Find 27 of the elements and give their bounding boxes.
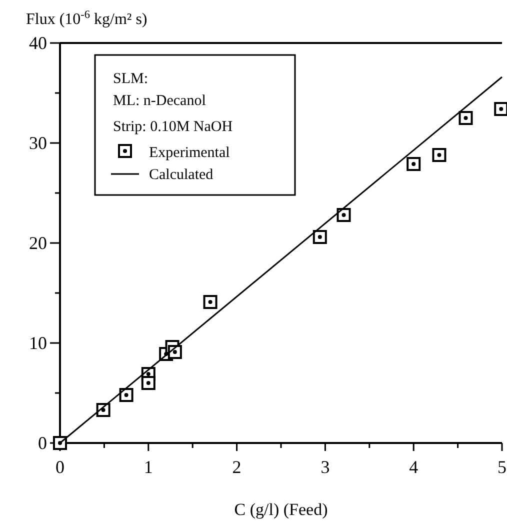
x-tick-label: 1 bbox=[144, 457, 153, 477]
x-tick-label: 5 bbox=[498, 457, 506, 477]
point bbox=[406, 157, 421, 171]
x-tick-label: 4 bbox=[409, 457, 418, 477]
x-tick-label: 3 bbox=[320, 457, 330, 477]
y-tick-label: 20 bbox=[29, 233, 47, 253]
x-tick-label: 0 bbox=[56, 457, 64, 477]
y-tick-label: 30 bbox=[29, 133, 47, 153]
legend-title: SLM: bbox=[113, 71, 148, 87]
y-tick-label: 40 bbox=[29, 33, 47, 53]
point bbox=[203, 295, 218, 309]
point bbox=[458, 111, 473, 125]
legend-label: Calculated bbox=[149, 167, 214, 183]
x-tick-label: 2 bbox=[232, 457, 242, 477]
point bbox=[336, 208, 351, 222]
annotation: Strip: 0.10M NaOH bbox=[113, 119, 233, 135]
point bbox=[494, 102, 507, 116]
y-tick-label: 0 bbox=[38, 433, 47, 453]
point bbox=[312, 230, 327, 244]
legend-label: Experimental bbox=[149, 145, 230, 161]
point bbox=[432, 148, 446, 162]
point bbox=[141, 376, 156, 390]
annotation: ML: n-Decanol bbox=[113, 93, 206, 109]
point bbox=[119, 388, 134, 402]
y-tick-label: 10 bbox=[29, 333, 47, 353]
y-axis-title: Flux (10$^{-6}$ kg/m² s) bbox=[26, 9, 148, 28]
x-axis-title: C (g/l) (Feed) bbox=[234, 500, 328, 519]
